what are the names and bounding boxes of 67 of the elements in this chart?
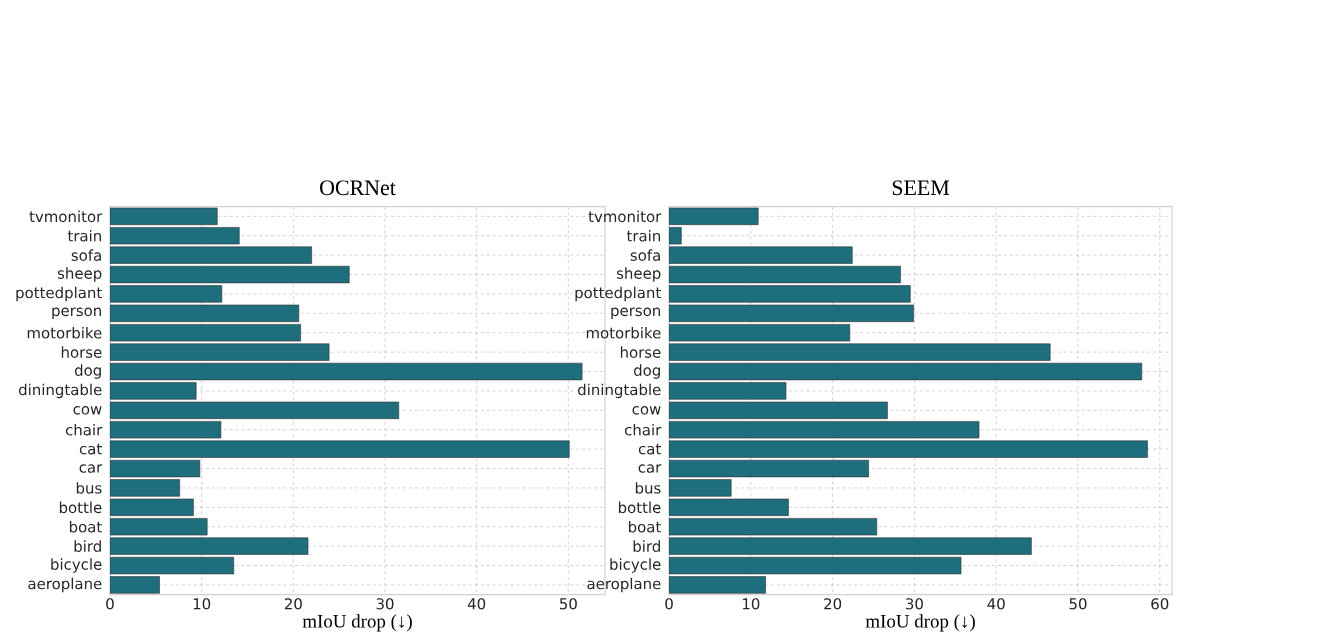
chart-title: SEEM [892, 180, 950, 196]
y-tick-label: bus [76, 482, 102, 494]
y-tick-label: bottle [618, 501, 661, 514]
y-tick-label: chair [624, 424, 662, 436]
y-tick-label: diningtable [578, 383, 661, 399]
y-tick-label: bird [633, 540, 660, 553]
y-tick-label: train [67, 230, 101, 242]
y-tick-label: motorbike [586, 327, 661, 339]
x-tick-label: 0 [665, 598, 673, 610]
y-tick-label: aeroplane [28, 577, 102, 593]
y-tick-label: bus [635, 482, 661, 494]
y-tick-label: dog [74, 364, 101, 379]
x-tick-label: 30 [906, 598, 923, 610]
bar [669, 207, 759, 226]
y-tick-label: tvmonitor [29, 210, 103, 223]
x-tick-label: 20 [824, 598, 842, 610]
y-tick-label: cow [632, 406, 661, 415]
y-tick-label: cat [638, 443, 661, 455]
bar [110, 382, 197, 400]
y-tick-label: diningtable [19, 383, 102, 399]
y-tick-label: horse [620, 346, 661, 359]
x-tick-label: 0 [106, 598, 114, 610]
bar [110, 537, 309, 555]
x-tick-label: 50 [1069, 598, 1087, 610]
y-tick-label: sofa [630, 249, 660, 262]
y-tick-label: person [611, 307, 661, 320]
x-tick-label: 40 [467, 598, 486, 610]
y-tick-label: bicycle [51, 558, 102, 573]
x-tick-label: 10 [742, 598, 760, 610]
y-tick-label: horse [61, 346, 102, 359]
y-tick-label: boat [69, 521, 102, 533]
y-tick-label: cow [73, 406, 102, 415]
x-tick-label: 40 [987, 598, 1005, 610]
y-tick-label: tvmonitor [588, 210, 662, 223]
bar [110, 576, 160, 594]
bar [110, 479, 180, 497]
x-tick-label: 30 [376, 598, 394, 610]
y-tick-label: motorbike [27, 327, 102, 339]
y-tick-label: bird [74, 540, 101, 553]
x-axis-title: mIoU drop (↓) [302, 614, 412, 632]
y-tick-label: dog [633, 364, 660, 379]
x-tick-label: 10 [193, 598, 211, 610]
y-tick-label: cat [79, 443, 102, 455]
y-tick-label: person [52, 307, 101, 320]
y-tick-label: bottle [59, 501, 102, 514]
y-tick-label: train [626, 230, 661, 242]
x-tick-label: 60 [1151, 598, 1169, 610]
y-tick-label: car [638, 464, 662, 473]
y-tick-label: chair [65, 424, 103, 436]
x-axis-title: mIoU drop (↓) [865, 614, 975, 632]
bar [110, 363, 583, 381]
bar [110, 285, 223, 303]
y-tick-label: sheep [616, 267, 661, 282]
y-tick-label: pottedplant [575, 286, 661, 302]
x-tick-label: 50 [559, 598, 577, 610]
bar [110, 343, 330, 361]
x-tick-label: 20 [284, 598, 302, 610]
y-tick-label: boat [628, 521, 661, 533]
y-tick-label: sofa [71, 249, 101, 262]
y-tick-label: aeroplane [587, 577, 661, 593]
chart-title: OCRNet [320, 180, 396, 196]
y-tick-label: pottedplant [16, 286, 102, 302]
y-tick-label: car [79, 464, 103, 473]
bar [110, 246, 312, 264]
y-tick-label: bicycle [610, 558, 661, 573]
bar [110, 440, 570, 458]
y-tick-label: sheep [57, 267, 102, 282]
